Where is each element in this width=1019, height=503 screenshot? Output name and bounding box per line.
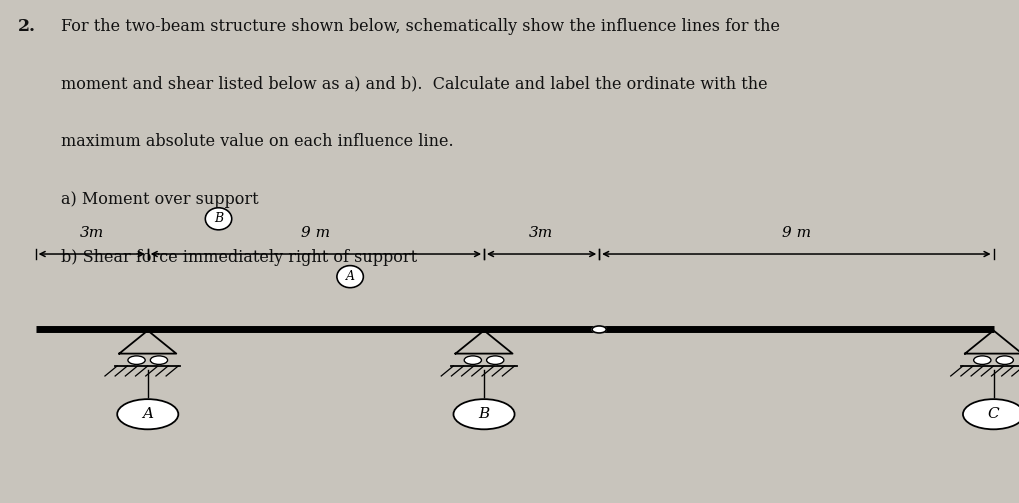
Text: B: B [478, 407, 490, 421]
Text: 3m: 3m [529, 226, 553, 240]
Circle shape [464, 356, 481, 365]
Circle shape [453, 399, 515, 430]
Ellipse shape [205, 208, 231, 230]
Text: 3m: 3m [79, 226, 104, 240]
Circle shape [127, 356, 145, 365]
Circle shape [973, 356, 990, 365]
Circle shape [996, 356, 1013, 365]
Circle shape [151, 356, 167, 365]
Text: 9 m: 9 m [302, 226, 330, 240]
Circle shape [963, 399, 1019, 430]
Text: 9 m: 9 m [783, 226, 811, 240]
Text: For the two-beam structure shown below, schematically show the influence lines f: For the two-beam structure shown below, … [61, 18, 781, 35]
Ellipse shape [337, 266, 364, 288]
Text: .: . [367, 249, 372, 266]
Text: a) Moment over support: a) Moment over support [61, 191, 264, 208]
Text: moment and shear listed below as a) and b).  Calculate and label the ordinate wi: moment and shear listed below as a) and … [61, 75, 767, 93]
Circle shape [487, 356, 503, 365]
Text: A: A [143, 407, 153, 421]
Circle shape [117, 399, 178, 430]
Text: 2.: 2. [18, 18, 37, 35]
Text: B: B [214, 212, 223, 225]
Text: b) Shear force immediately right of support: b) Shear force immediately right of supp… [61, 249, 423, 266]
Text: C: C [987, 407, 1000, 421]
Text: .: . [234, 191, 239, 208]
Text: maximum absolute value on each influence line.: maximum absolute value on each influence… [61, 133, 453, 150]
Text: A: A [345, 270, 355, 283]
Circle shape [592, 326, 606, 333]
